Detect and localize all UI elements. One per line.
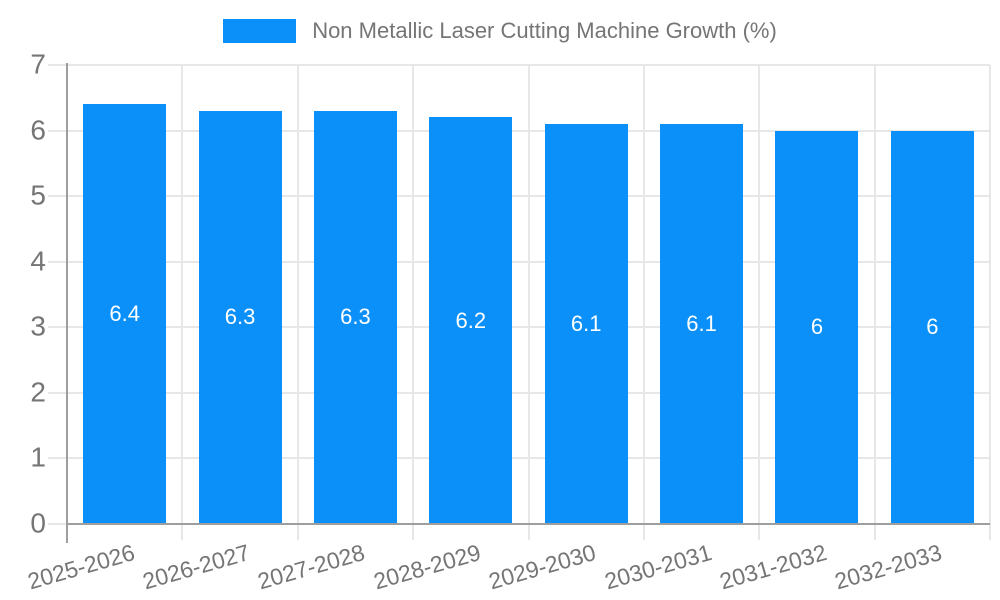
legend-label[interactable]: Non Metallic Laser Cutting Machine Growt… xyxy=(312,18,777,43)
x-axis-label: 2030-2031 xyxy=(601,539,715,595)
bar-value-label: 6.3 xyxy=(340,304,371,330)
y-axis-label: 0 xyxy=(30,507,46,539)
x-axis-label: 2028-2029 xyxy=(370,539,484,595)
x-axis-tick xyxy=(642,524,645,540)
x-axis-tick xyxy=(181,524,184,540)
gridline-vertical xyxy=(412,65,415,524)
y-axis-label: 6 xyxy=(30,114,46,146)
x-axis-line xyxy=(67,523,990,525)
bar xyxy=(775,130,859,524)
x-axis-label: 2026-2027 xyxy=(139,539,253,595)
y-axis-label: 7 xyxy=(30,48,46,80)
x-axis-tick xyxy=(873,524,876,540)
bar-value-label: 6.3 xyxy=(224,304,256,330)
y-axis-label: 2 xyxy=(30,376,46,408)
bar xyxy=(198,110,282,524)
y-axis-tick xyxy=(48,391,67,394)
bar xyxy=(83,104,167,524)
y-axis-label: 3 xyxy=(30,310,46,342)
x-axis-tick xyxy=(296,524,299,540)
bar-value-label: 6 xyxy=(810,314,824,340)
bar-value-label: 6.1 xyxy=(686,311,717,336)
gridline-vertical xyxy=(642,65,645,524)
gridline-vertical xyxy=(989,65,991,524)
gridline-vertical xyxy=(296,65,299,524)
x-axis-tick xyxy=(412,524,415,540)
y-axis-tick xyxy=(48,129,67,132)
bar xyxy=(313,110,397,524)
bar-value-label: 6.4 xyxy=(109,301,140,327)
y-axis-tick xyxy=(48,64,67,66)
bar-value-label: 6 xyxy=(926,314,939,340)
y-axis-tick xyxy=(48,195,67,198)
gridline-vertical xyxy=(527,65,530,524)
x-axis-label: 2032-2033 xyxy=(832,539,945,595)
y-axis-label: 1 xyxy=(30,441,46,473)
y-axis-label: 4 xyxy=(30,245,46,277)
gridline-vertical xyxy=(181,65,184,524)
bar xyxy=(429,117,513,524)
x-axis-tick xyxy=(527,524,530,540)
bar-value-label: 6.2 xyxy=(455,307,487,333)
legend-item[interactable]: Non Metallic Laser Cutting Machine Growt… xyxy=(0,18,1000,44)
bar xyxy=(890,130,974,524)
y-axis-tick xyxy=(48,260,67,263)
x-axis-tick xyxy=(989,524,991,540)
bar-value-label: 6.1 xyxy=(570,311,602,336)
legend-swatch[interactable] xyxy=(223,19,297,43)
x-axis-label: 2029-2030 xyxy=(485,539,599,595)
y-axis-tick xyxy=(48,326,67,329)
y-axis-tick xyxy=(48,457,67,460)
x-axis-label: 2025-2026 xyxy=(24,539,138,595)
bar xyxy=(544,124,628,524)
y-axis-line xyxy=(66,63,68,543)
x-axis-tick xyxy=(758,524,761,540)
y-axis-label: 5 xyxy=(30,179,46,211)
gridline-vertical xyxy=(758,65,761,524)
gridline-vertical xyxy=(873,65,876,524)
x-axis-label: 2027-2028 xyxy=(255,539,369,595)
y-axis-tick xyxy=(48,523,67,525)
bar xyxy=(660,124,744,524)
x-axis-label: 2031-2032 xyxy=(716,539,830,595)
